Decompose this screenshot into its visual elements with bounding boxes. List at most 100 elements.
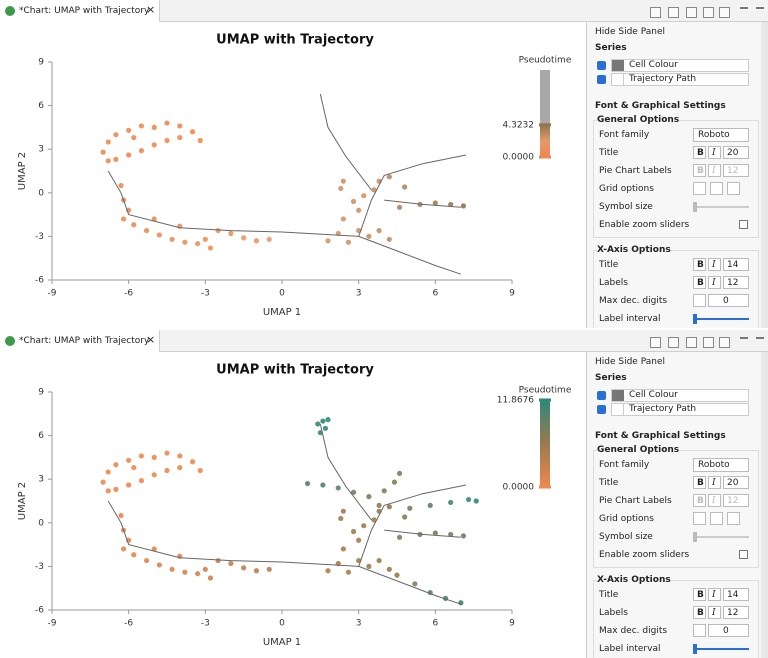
slider-thumb[interactable]	[693, 202, 697, 212]
cell-point	[338, 185, 344, 192]
hide-side-panel[interactable]: Hide Side Panel	[595, 27, 665, 37]
toolbar-button[interactable]	[719, 337, 730, 348]
toolbar-button[interactable]	[756, 7, 764, 9]
slider-thumb[interactable]	[693, 644, 697, 654]
button[interactable]	[710, 512, 723, 525]
cell-point	[448, 201, 454, 208]
cell-point	[215, 227, 221, 234]
button[interactable]: B	[693, 494, 706, 507]
button[interactable]	[693, 294, 706, 307]
button[interactable]	[710, 182, 723, 195]
checkbox[interactable]	[739, 220, 748, 229]
button-label: B	[697, 608, 704, 618]
number-value: 14	[727, 260, 739, 270]
toolbar-button[interactable]	[650, 337, 661, 348]
button[interactable]: I	[708, 164, 721, 177]
option-label: Title	[599, 260, 619, 270]
number-field[interactable]: 20	[723, 476, 749, 489]
dropdown[interactable]: Roboto	[693, 128, 749, 142]
checkbox[interactable]	[597, 405, 606, 414]
button[interactable]: B	[693, 606, 706, 619]
button-label: I	[712, 478, 716, 488]
button-label: B	[697, 496, 704, 506]
button[interactable]: I	[708, 494, 721, 507]
series-swatch	[612, 390, 624, 401]
toolbar-button[interactable]	[740, 337, 748, 339]
hide-side-panel[interactable]: Hide Side Panel	[595, 357, 665, 367]
series-row	[611, 403, 749, 416]
checkbox[interactable]	[597, 75, 606, 84]
y-tick-label: 3	[38, 475, 44, 485]
number-field[interactable]: 20	[723, 146, 749, 159]
toolbar-button[interactable]	[703, 337, 714, 348]
button[interactable]	[693, 182, 706, 195]
toolbar-button[interactable]	[703, 7, 714, 18]
toolbar-button[interactable]	[719, 7, 730, 18]
button-label: I	[712, 278, 716, 288]
button[interactable]: B	[693, 146, 706, 159]
toolbar-button[interactable]	[668, 337, 679, 348]
toolbar-button[interactable]	[756, 337, 764, 339]
dropdown[interactable]: Roboto	[693, 458, 749, 472]
number-field[interactable]: 14	[723, 258, 749, 271]
slider-thumb[interactable]	[693, 532, 697, 542]
number-field[interactable]: 0	[708, 294, 749, 307]
cell-point	[340, 508, 346, 514]
cell-point	[402, 514, 408, 520]
button[interactable]: I	[708, 276, 721, 289]
cell-point	[177, 123, 183, 129]
cell-point	[371, 517, 377, 523]
button[interactable]: I	[708, 606, 721, 619]
number-field[interactable]: 12	[723, 276, 749, 289]
cell-point	[366, 494, 372, 500]
button[interactable]: B	[693, 164, 706, 177]
button[interactable]: I	[708, 476, 721, 489]
toolbar-button[interactable]	[686, 7, 697, 18]
number-field[interactable]: 12	[723, 494, 749, 507]
cell-point	[126, 457, 132, 463]
number-field[interactable]: 14	[723, 588, 749, 601]
checkbox[interactable]	[597, 391, 606, 400]
button[interactable]	[693, 624, 706, 637]
cell-point	[197, 137, 203, 144]
button[interactable]	[727, 182, 740, 195]
tab[interactable]: *Chart: UMAP with Trajectory ×	[0, 330, 160, 352]
cell-point	[118, 182, 124, 189]
cell-point	[266, 236, 272, 242]
checkbox[interactable]	[597, 61, 606, 70]
button[interactable]: B	[693, 476, 706, 489]
button[interactable]: B	[693, 588, 706, 601]
button[interactable]: I	[708, 258, 721, 271]
slider-thumb[interactable]	[693, 314, 697, 324]
panel: *Chart: UMAP with Trajectory × UMAP with T…	[0, 330, 768, 658]
toolbar-button[interactable]	[650, 7, 661, 18]
button[interactable]: I	[708, 588, 721, 601]
button[interactable]	[693, 512, 706, 525]
number-field[interactable]: 12	[723, 164, 749, 177]
toolbar-button[interactable]	[740, 7, 748, 9]
section-header: Series	[595, 373, 627, 383]
number-field[interactable]: 12	[723, 606, 749, 619]
cell-point	[253, 238, 260, 244]
dropdown-value: Roboto	[698, 460, 730, 470]
cell-point	[458, 600, 464, 606]
cell-point	[340, 216, 346, 222]
cell-point	[164, 467, 170, 474]
button[interactable]	[727, 512, 740, 525]
number-field[interactable]: 0	[708, 624, 749, 637]
y-tick-label: -3	[35, 562, 44, 572]
button[interactable]: B	[693, 276, 706, 289]
toolbar-button[interactable]	[668, 7, 679, 18]
cell-point	[120, 546, 127, 552]
toolbar-button[interactable]	[686, 337, 697, 348]
button[interactable]: I	[708, 146, 721, 159]
x-tick-label: -9	[48, 289, 57, 299]
tab-close: ×	[146, 333, 156, 346]
cell-point	[164, 450, 170, 456]
option-label: Labels	[599, 608, 628, 618]
tab[interactable]: *Chart: UMAP with Trajectory ×	[0, 0, 160, 22]
cell-point	[460, 203, 467, 209]
button[interactable]: B	[693, 258, 706, 271]
checkbox[interactable]	[739, 550, 748, 559]
